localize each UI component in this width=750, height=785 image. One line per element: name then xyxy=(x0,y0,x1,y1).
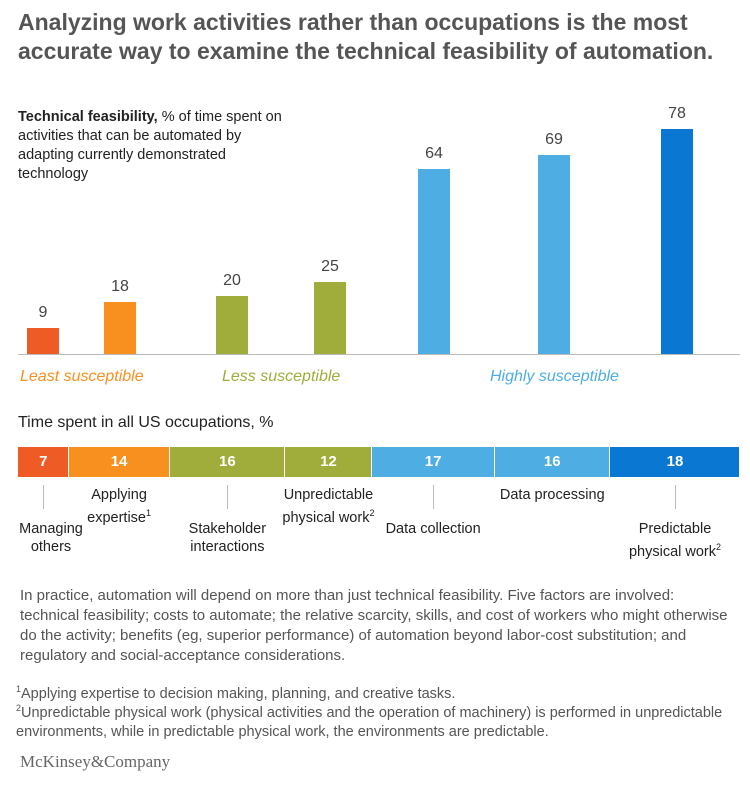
category-label: Data collection xyxy=(368,520,498,538)
chart-subtitle: % of time spent on activities that can b… xyxy=(18,109,282,182)
leader-line xyxy=(675,485,677,509)
segment xyxy=(494,447,610,477)
page-title: Analyzing work activities rather than oc… xyxy=(18,9,714,64)
category-label: Predictable physical work2 xyxy=(615,520,735,561)
bar xyxy=(216,296,248,354)
category-text: Predictable physical work xyxy=(628,521,717,560)
notes: In practice, automation will depend on m… xyxy=(20,587,728,664)
category-text: Data processing xyxy=(499,487,605,503)
segment xyxy=(169,447,285,477)
value-label: 9 xyxy=(38,304,48,322)
value-label: 69 xyxy=(545,130,563,148)
footnote-text: Applying expertise to decision making, p… xyxy=(21,685,456,702)
value-label: 18 xyxy=(111,278,129,296)
value-label: 78 xyxy=(668,105,686,122)
bar xyxy=(104,302,136,354)
segment-label: 18 xyxy=(666,453,684,470)
segment xyxy=(68,447,169,477)
category-text: Managing others xyxy=(19,521,83,555)
bar xyxy=(314,281,346,354)
group-label: Less susceptible xyxy=(222,368,341,385)
segment-label: 16 xyxy=(219,453,236,470)
segment-label: 12 xyxy=(320,453,337,470)
footnote: 1Applying expertise to decision making, … xyxy=(16,680,736,704)
leader-line xyxy=(43,485,45,509)
footnote-ref: 1 xyxy=(145,508,151,518)
bar xyxy=(538,154,570,354)
footnote: 2Unpredictable physical work (physical a… xyxy=(16,699,736,742)
category-text: Applying expertise xyxy=(87,487,147,526)
bar xyxy=(418,169,450,354)
footnote-mark: 1 xyxy=(16,684,22,694)
value-label: 20 xyxy=(223,272,241,290)
segment-label: 7 xyxy=(39,453,48,470)
footnote-ref: 2 xyxy=(716,542,722,552)
category-label: Unpredictable physical work2 xyxy=(278,486,378,527)
segment-label: 16 xyxy=(543,453,561,470)
segment xyxy=(610,447,739,477)
segment xyxy=(371,447,494,477)
segment-label: 14 xyxy=(110,453,128,470)
footnote-text: Unpredictable physical work (physical ac… xyxy=(16,704,723,740)
bar xyxy=(661,129,693,354)
category-text: Stakeholder interactions xyxy=(188,521,267,555)
category-label: Stakeholder interactions xyxy=(162,520,292,556)
bar xyxy=(27,328,59,354)
segment xyxy=(18,447,68,477)
segment-label: 17 xyxy=(424,453,442,470)
logo: McKinsey&Company xyxy=(20,752,171,771)
chart-title: Technical feasibility, xyxy=(18,109,158,125)
category-label: Data processing xyxy=(487,486,617,504)
baseline xyxy=(18,354,740,355)
group-label: Least susceptible xyxy=(20,368,144,385)
footnote-mark: 2 xyxy=(16,703,22,713)
category-text: Unpredictable physical work xyxy=(282,487,374,526)
category-label: Applying expertise1 xyxy=(69,486,169,527)
chart-title: Time spent in all US occupations, % xyxy=(18,414,274,431)
group-label: Highly susceptible xyxy=(490,368,619,385)
segment xyxy=(285,447,371,477)
value-label: 25 xyxy=(321,257,339,275)
leader-line xyxy=(227,485,229,509)
chart-subtitle: Technical feasibility, % of time spent o… xyxy=(18,108,288,184)
category-text: Data collection xyxy=(385,521,481,537)
category-label: Managing others xyxy=(16,520,86,556)
value-label: 64 xyxy=(425,145,443,163)
leader-line xyxy=(433,485,435,509)
footnote-ref: 2 xyxy=(369,508,375,518)
